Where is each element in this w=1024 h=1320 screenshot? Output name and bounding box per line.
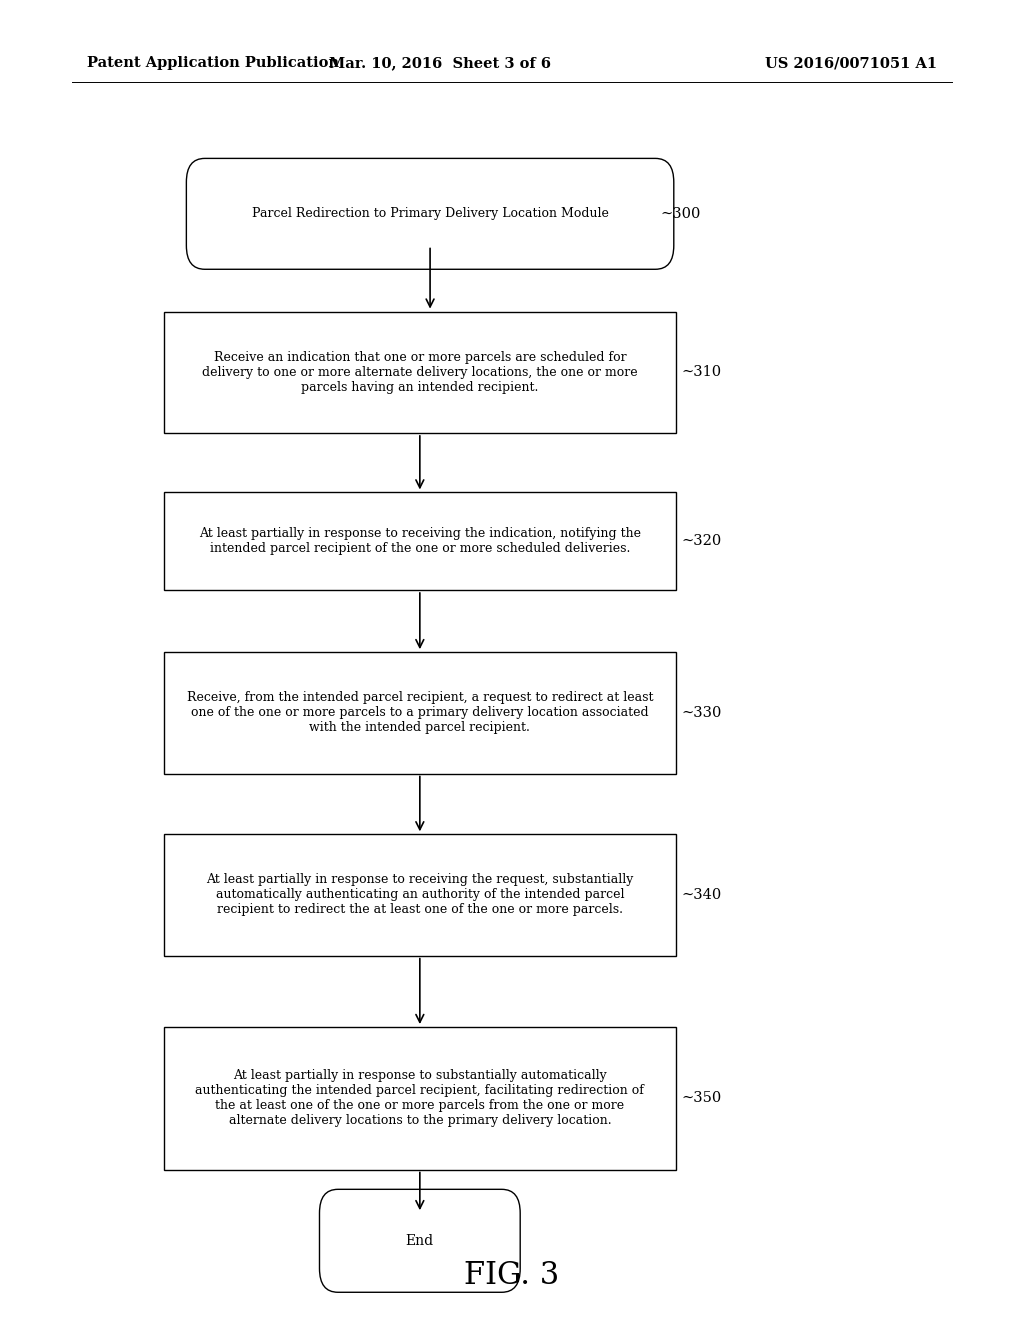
Text: At least partially in response to substantially automatically
authenticating the: At least partially in response to substa…	[196, 1069, 644, 1127]
Text: ∼350: ∼350	[681, 1092, 721, 1105]
Text: End: End	[406, 1234, 434, 1247]
FancyBboxPatch shape	[186, 158, 674, 269]
Text: ∼300: ∼300	[660, 207, 700, 220]
Text: ∼330: ∼330	[681, 706, 721, 719]
Text: Patent Application Publication: Patent Application Publication	[87, 57, 339, 70]
Text: At least partially in response to receiving the request, substantially
automatic: At least partially in response to receiv…	[206, 874, 634, 916]
Bar	[164, 492, 676, 590]
Bar	[164, 652, 676, 774]
FancyBboxPatch shape	[319, 1189, 520, 1292]
Text: FIG. 3: FIG. 3	[464, 1261, 560, 1291]
Text: Parcel Redirection to Primary Delivery Location Module: Parcel Redirection to Primary Delivery L…	[252, 207, 608, 220]
Text: US 2016/0071051 A1: US 2016/0071051 A1	[765, 57, 937, 70]
Text: ∼320: ∼320	[681, 535, 721, 548]
Text: Receive an indication that one or more parcels are scheduled for
delivery to one: Receive an indication that one or more p…	[202, 351, 638, 393]
Bar	[164, 312, 676, 433]
Text: Mar. 10, 2016  Sheet 3 of 6: Mar. 10, 2016 Sheet 3 of 6	[330, 57, 551, 70]
Bar	[164, 834, 676, 956]
Text: ∼340: ∼340	[681, 888, 721, 902]
Text: Receive, from the intended parcel recipient, a request to redirect at least
one : Receive, from the intended parcel recipi…	[186, 692, 653, 734]
Text: At least partially in response to receiving the indication, notifying the
intend: At least partially in response to receiv…	[199, 527, 641, 556]
Bar	[164, 1027, 676, 1170]
Text: ∼310: ∼310	[681, 366, 721, 379]
